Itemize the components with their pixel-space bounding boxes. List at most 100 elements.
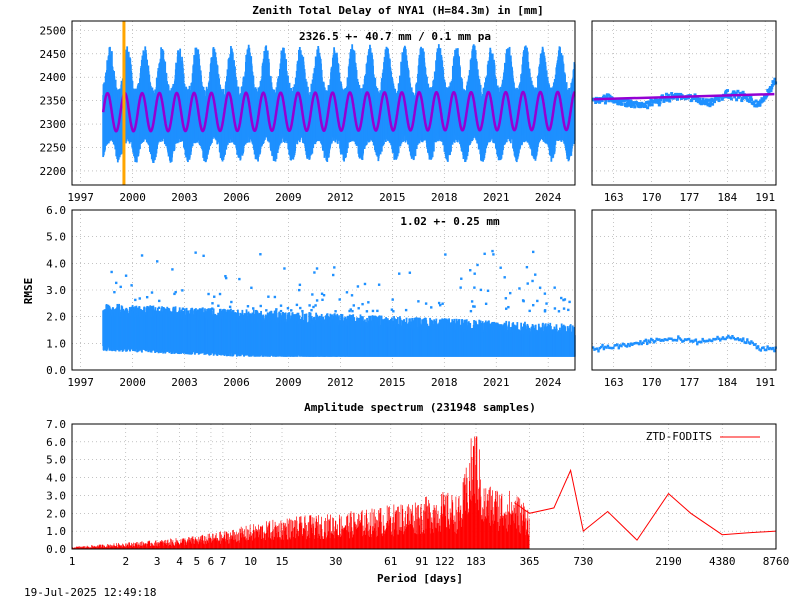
data-point [632,103,636,107]
data-point [648,101,652,105]
outlier-point [299,306,302,310]
outlier-point [113,290,116,294]
data-point [728,95,732,99]
data-point [717,99,721,103]
outlier-point [130,284,133,287]
data-point [661,94,665,98]
outlier-point [504,297,508,300]
x-tick-label: 183 [466,555,486,568]
x-tick-label: 1997 [67,376,94,389]
y-tick-label: 2450 [40,48,67,61]
outlier-point [469,309,473,313]
plot-frame [71,423,777,550]
plot-frame [591,20,777,186]
x-tick-label: 1 [69,555,76,568]
outlier-point [408,271,412,274]
outlier-point [228,305,232,309]
outlier-point [274,310,278,313]
outlier-point [194,251,197,254]
outlier-point [476,263,479,267]
plot-frame [591,209,777,371]
outlier-point [267,295,270,298]
x-tick-label: 2 [122,555,129,568]
y-tick-label: 2350 [40,95,67,108]
outlier-point [110,310,113,313]
outlier-point [181,289,184,292]
data-point [629,99,633,103]
data-point [670,92,674,96]
x-tick-label: 2015 [379,191,406,204]
x-tick-label: 2003 [171,376,198,389]
data-point [700,102,704,106]
y-tick-label: 4.0 [46,472,66,485]
x-tick-label: 2009 [275,376,302,389]
outlier-point [439,304,442,307]
y-tick-label: 2300 [40,118,67,131]
data-point [670,94,674,98]
outlier-point [238,277,241,281]
data-point [644,104,648,108]
outlier-point [207,292,210,296]
outlier-point [312,305,315,309]
data-point [696,96,700,100]
outlier-point [357,307,360,310]
amplitude-spectrum-panel: 0.0 1.0 2.0 3.0 4.0 5.0 6.0 7.0 1 2 3 4 5 6 7 10 15 30 61 9… [46,418,789,568]
outlier-point [491,249,494,253]
outlier-point [332,273,335,277]
outlier-point [322,293,326,297]
y-tick-label: 2.0 [46,507,66,520]
outlier-point [441,302,444,305]
data-point [698,97,702,101]
data-point [603,101,607,105]
x-tick-label: 191 [755,191,775,204]
outlier-point [265,309,268,312]
outlier-point [473,272,476,275]
outlier-point [479,288,483,292]
outlier-point [259,253,262,256]
outlier-point [211,302,214,305]
outlier-point [365,310,369,313]
outlier-point [232,309,235,313]
y-tick-label: 4.0 [46,257,66,270]
data-point [625,104,629,108]
y-tick-label: 6.0 [46,204,66,217]
outlier-point [286,307,290,310]
outlier-point [483,252,486,256]
outlier-point [553,307,557,310]
data-point [735,98,739,102]
outlier-point [503,276,506,279]
data-point [646,106,650,110]
outlier-point [333,266,336,269]
x-tick-label: 10 [244,555,257,568]
x-tick-label: 2024 [535,376,562,389]
outlier-point [110,270,113,274]
y-tick-label: 2400 [40,71,67,84]
outlier-point [224,276,228,280]
rmse-recent-panel: 163 170 177 184 191 [591,209,777,389]
data-point [648,103,652,107]
outlier-point [150,306,153,309]
outlier-point [164,310,167,313]
data-point [622,99,626,103]
outlier-point [218,292,222,296]
data-point [733,95,737,99]
x-tick-label: 2021 [483,191,510,204]
timestamp: 19-Jul-2025 12:49:18 [24,586,156,599]
x-tick-label: 3 [154,555,161,568]
data-point [693,93,697,97]
y-tick-label: 7.0 [46,418,66,431]
x-tick-label: 2018 [431,376,458,389]
data-point [667,97,671,101]
x-tick-label: 2024 [535,191,562,204]
outlier-point [140,254,144,257]
x-tick-label: 177 [679,376,699,389]
outlier-point [567,308,570,312]
outlier-point [525,265,529,269]
data-point [754,99,758,103]
x-tick-label: 91 [415,555,428,568]
outlier-point [473,286,476,289]
data-point [751,102,755,106]
outlier-point [174,290,177,294]
outlier-point [371,309,375,313]
outlier-point [250,286,253,289]
